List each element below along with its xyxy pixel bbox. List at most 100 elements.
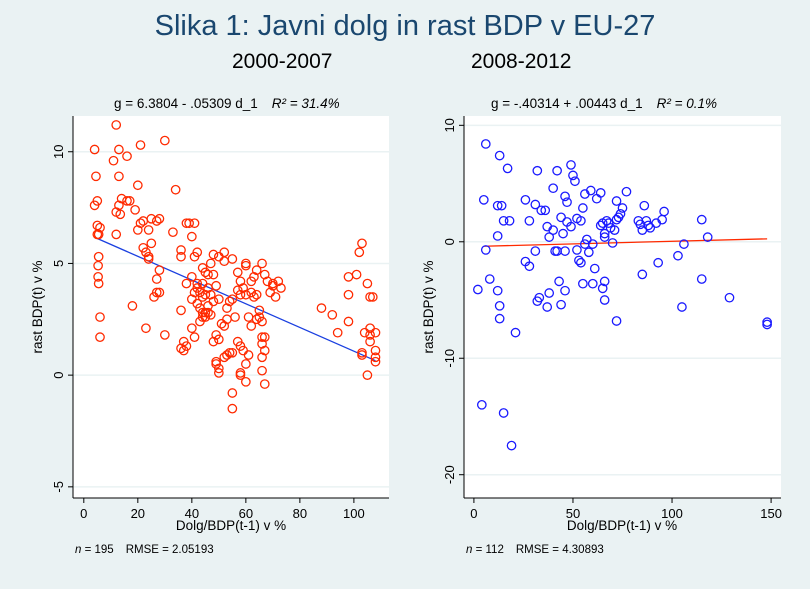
left-data-point [257,352,267,363]
left-data-point [343,289,354,300]
right-data-point [554,276,564,287]
left-data-point [95,222,105,233]
left-data-point [95,332,105,343]
left-data-point [130,204,140,215]
left-data-point [93,229,104,240]
left-x-tick-label: 40 [185,506,199,521]
right-regression-equation: g = -.40314 + .00443 d_1 R² = 0.1% [491,96,717,111]
left-x-tick-label: 80 [293,506,307,521]
left-x-tick-label: 20 [131,506,145,521]
right-data-point [506,440,517,451]
right-data-point [480,245,491,255]
right-data-point [583,247,594,258]
left-x-tick-label: 60 [239,506,253,521]
left-data-point [351,269,362,280]
right-data-point [560,191,570,202]
right-y-tick-label: 10 [442,118,457,132]
left-data-point [115,209,126,220]
left-data-point [192,278,203,289]
left-data-point [203,269,213,280]
left-r-squared: R² = 31.4% [272,96,340,111]
left-data-point [370,352,381,363]
right-data-point [702,232,713,242]
left-data-point [241,359,251,369]
right-data-point [548,225,559,235]
left-data-point [189,218,200,229]
left-data-point [114,200,124,211]
left-data-point [357,350,367,360]
left-data-point [251,289,262,300]
left-data-point [259,269,270,280]
right-data-point [496,200,507,211]
left-data-point [91,171,101,182]
left-data-point [95,312,105,322]
left-data-point [151,274,162,284]
left-y-axis-label: rast BDP(t) v % [30,260,45,353]
right-data-point [621,186,632,197]
left-x-axis-label: Dolg/BDP(t-1) v % [176,518,286,533]
right-y-tick-label: 0 [442,238,457,245]
left-data-point [249,271,259,282]
left-x-tick-label: 0 [80,506,87,521]
left-data-point [159,330,170,340]
left-data-point [365,292,375,302]
right-data-point [530,246,541,256]
right-data-point [494,300,505,311]
right-data-point [532,296,543,307]
left-data-point [362,370,373,380]
right-data-point [615,208,626,219]
left-data-point [93,278,104,289]
right-footer-n: 112 [486,544,504,556]
right-data-point [492,231,503,241]
left-y-tick-label: 10 [51,145,66,159]
right-data-point [562,197,572,208]
left-data-point [224,296,235,307]
right-data-point [502,163,513,174]
left-data-point [270,292,281,302]
right-data-point [696,274,707,284]
right-data-point [492,285,503,296]
left-data-point [241,376,251,387]
left-data-point [238,283,249,293]
right-data-point [659,206,669,217]
right-data-point [607,238,618,248]
left-data-point [213,368,224,378]
left-data-point [127,301,138,311]
left-data-point [154,287,165,298]
right-data-point [637,269,648,280]
left-data-point [249,292,259,302]
right-r-squared: R² = 0.1% [657,96,717,111]
right-x-tick-label: 0 [470,506,477,521]
left-data-point [181,278,192,289]
left-data-point [114,144,124,155]
left-data-point [243,350,254,360]
left-data-point [135,218,146,229]
right-data-point [498,408,509,418]
right-footer: n = 112 RMSE = 4.30893 [466,544,604,556]
left-data-point [146,213,157,224]
right-x-tick-label: 50 [566,506,580,521]
left-data-point [259,332,270,343]
left-data-point [197,263,208,273]
right-data-point [599,276,610,287]
left-data-point [143,225,154,235]
right-data-point [484,274,495,284]
left-data-point [146,238,157,249]
right-data-point [581,234,592,245]
right-data-point [520,195,531,205]
left-data-point [354,247,365,258]
left-x-tick-label: 100 [343,506,365,521]
left-data-point [219,321,230,331]
left-data-point [213,334,224,345]
left-data-point [246,321,257,331]
right-data-point [645,222,656,233]
right-x-tick-label: 150 [760,506,782,521]
right-data-point [552,165,562,176]
left-data-point [257,258,267,269]
right-data-point [560,246,570,256]
right-data-point [572,245,582,255]
right-data-point [566,221,576,232]
left-data-point [143,251,154,262]
